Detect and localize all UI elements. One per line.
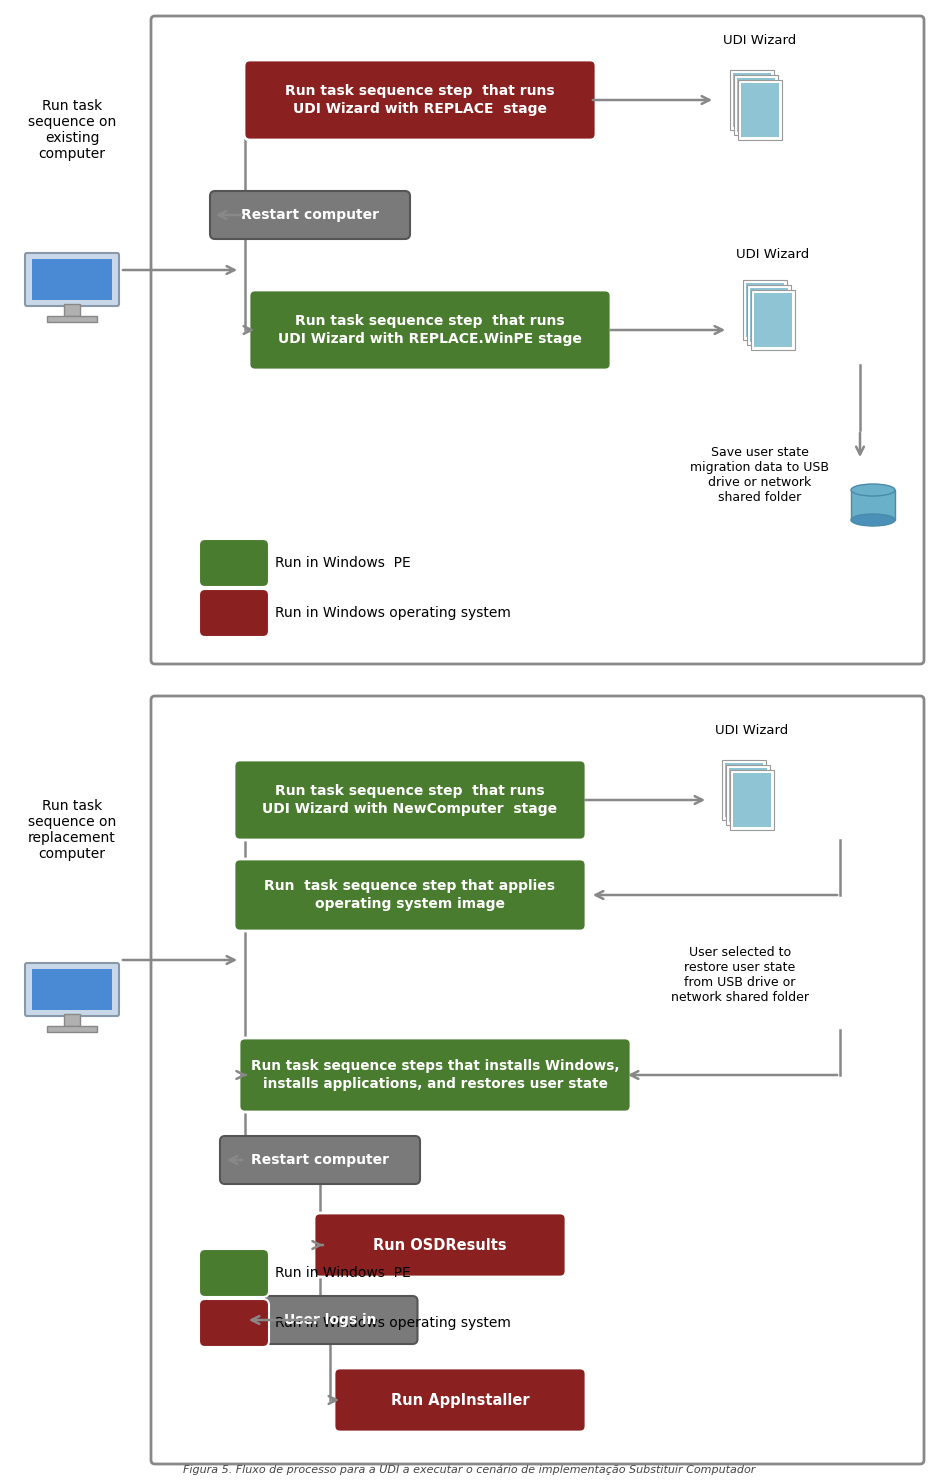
Text: User selected to
restore user state
from USB drive or
network shared folder: User selected to restore user state from… (671, 945, 809, 1005)
FancyBboxPatch shape (747, 285, 791, 346)
FancyBboxPatch shape (314, 1212, 566, 1278)
Text: Save user state
migration data to USB
drive or network
shared folder: Save user state migration data to USB dr… (690, 447, 829, 505)
FancyBboxPatch shape (334, 1368, 586, 1432)
FancyBboxPatch shape (734, 74, 778, 135)
FancyBboxPatch shape (738, 80, 782, 141)
Bar (47, 316, 97, 322)
FancyBboxPatch shape (726, 764, 770, 825)
Text: Run task
sequence on
existing
computer: Run task sequence on existing computer (28, 99, 116, 162)
FancyBboxPatch shape (25, 252, 119, 306)
FancyBboxPatch shape (737, 77, 775, 132)
FancyBboxPatch shape (239, 1037, 631, 1112)
FancyBboxPatch shape (210, 191, 410, 239)
Text: Run in Windows operating system: Run in Windows operating system (275, 605, 511, 620)
FancyBboxPatch shape (729, 767, 767, 822)
Text: UDI Wizard: UDI Wizard (723, 34, 796, 46)
FancyBboxPatch shape (199, 1250, 269, 1297)
FancyBboxPatch shape (220, 1135, 420, 1184)
Text: UDI Wizard: UDI Wizard (736, 248, 809, 261)
Text: Run task sequence step  that runs
UDI Wizard with REPLACE  stage: Run task sequence step that runs UDI Wiz… (285, 83, 554, 116)
FancyBboxPatch shape (733, 773, 771, 828)
FancyBboxPatch shape (32, 260, 112, 300)
FancyBboxPatch shape (754, 292, 792, 347)
FancyBboxPatch shape (151, 16, 924, 663)
Ellipse shape (851, 484, 895, 496)
FancyBboxPatch shape (730, 770, 774, 831)
Bar (64, 304, 80, 316)
Text: Run task sequence step  that runs
UDI Wizard with NewComputer  stage: Run task sequence step that runs UDI Wiz… (263, 784, 557, 816)
Text: UDI Wizard: UDI Wizard (716, 724, 789, 736)
FancyBboxPatch shape (746, 282, 784, 337)
FancyBboxPatch shape (725, 763, 763, 818)
Bar (64, 1014, 80, 1025)
FancyBboxPatch shape (243, 1296, 417, 1345)
Text: Run AppInstaller: Run AppInstaller (391, 1392, 529, 1407)
FancyBboxPatch shape (234, 859, 586, 930)
FancyBboxPatch shape (741, 83, 779, 138)
Text: Run in Windows  PE: Run in Windows PE (275, 1266, 411, 1281)
FancyBboxPatch shape (199, 1298, 269, 1347)
FancyBboxPatch shape (199, 589, 269, 637)
FancyBboxPatch shape (244, 59, 596, 139)
Text: Run in Windows operating system: Run in Windows operating system (275, 1316, 511, 1330)
FancyBboxPatch shape (751, 289, 795, 350)
Text: Run  task sequence step that applies
operating system image: Run task sequence step that applies oper… (265, 879, 555, 911)
Text: Restart computer: Restart computer (241, 208, 379, 223)
Text: Run OSDResults: Run OSDResults (373, 1238, 507, 1252)
FancyBboxPatch shape (32, 969, 112, 1011)
Text: Restart computer: Restart computer (251, 1153, 389, 1166)
FancyBboxPatch shape (249, 289, 611, 370)
FancyBboxPatch shape (234, 760, 586, 840)
Bar (851, 490, 895, 519)
FancyBboxPatch shape (25, 963, 119, 1017)
FancyBboxPatch shape (750, 288, 788, 343)
FancyBboxPatch shape (730, 70, 774, 131)
FancyBboxPatch shape (199, 539, 269, 588)
Text: Run in Windows  PE: Run in Windows PE (275, 556, 411, 570)
Text: Figura 5. Fluxo de processo para a UDI a executar o cenário de implementação Sub: Figura 5. Fluxo de processo para a UDI a… (183, 1465, 755, 1475)
FancyBboxPatch shape (743, 279, 787, 340)
Ellipse shape (851, 513, 895, 525)
FancyBboxPatch shape (151, 696, 924, 1465)
Text: Run task
sequence on
replacement
computer: Run task sequence on replacement compute… (28, 798, 116, 861)
FancyBboxPatch shape (733, 73, 771, 128)
Text: User logs in: User logs in (284, 1313, 376, 1327)
Text: Run task sequence steps that installs Windows,
installs applications, and restor: Run task sequence steps that installs Wi… (250, 1058, 619, 1091)
Text: Run task sequence step  that runs
UDI Wizard with REPLACE.WinPE stage: Run task sequence step that runs UDI Wiz… (278, 313, 582, 346)
Bar (47, 1025, 97, 1031)
FancyBboxPatch shape (722, 760, 766, 821)
